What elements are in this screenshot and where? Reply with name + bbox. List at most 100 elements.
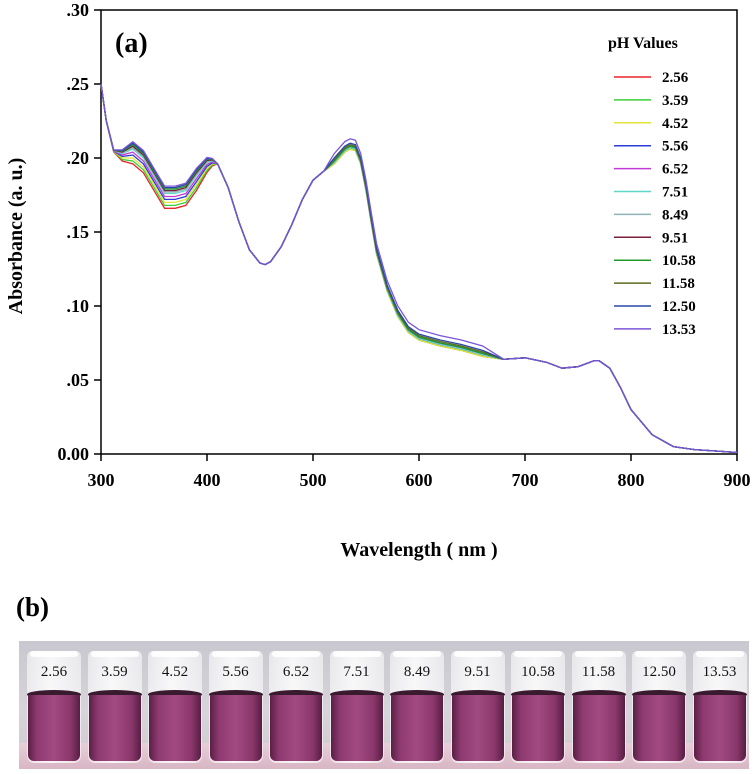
vial-label: 10.58 <box>521 664 555 680</box>
y-axis-label: Absorbance (a. u.) <box>5 158 27 315</box>
vial-meniscus <box>87 690 142 699</box>
legend-label: 7.51 <box>662 185 688 201</box>
y-tick-label: .10 <box>67 296 90 316</box>
series-line-11-58 <box>100 83 738 454</box>
vial: 13.53 <box>692 651 747 763</box>
series-line-6-52 <box>100 83 738 454</box>
vial-meniscus <box>148 690 202 699</box>
vial-meniscus <box>269 690 323 699</box>
vial-liquid <box>270 695 322 761</box>
x-tick-label: 800 <box>618 470 645 490</box>
vial-meniscus <box>208 690 263 699</box>
vial-label: 2.56 <box>40 664 68 680</box>
vial-liquid <box>391 695 443 761</box>
y-tick-label: .15 <box>67 222 90 242</box>
vial-label: 4.52 <box>161 664 189 680</box>
y-tick-label: .05 <box>67 370 90 390</box>
vial-liquid <box>512 695 564 761</box>
vial-photo: 2.56 3.59 4.52 5.56 6.52 7.51 8.49 9.51 10.58 11.… <box>19 641 749 769</box>
vial-label: 3.59 <box>101 664 128 680</box>
legend-title: pH Values <box>608 35 678 52</box>
vial: 5.56 <box>208 651 263 763</box>
vial-meniscus <box>511 690 565 699</box>
legend-label: 10.58 <box>662 253 696 269</box>
series-line-2-56 <box>100 83 738 454</box>
vial-liquid <box>149 695 201 761</box>
vial: 10.58 <box>511 651 565 763</box>
vial-cap <box>695 651 744 657</box>
vial: 11.58 <box>571 651 626 763</box>
vial-label: 11.58 <box>581 664 616 680</box>
vial-cap <box>30 651 78 657</box>
legend-label: 13.53 <box>662 322 696 338</box>
vial-meniscus <box>27 690 81 699</box>
vial-cap <box>332 651 381 657</box>
x-tick-label: 900 <box>724 470 751 490</box>
vial-cap <box>635 651 683 657</box>
vial-liquid <box>209 695 262 761</box>
vial-meniscus <box>450 690 505 699</box>
x-tick-label: 300 <box>88 470 115 490</box>
vial-liquid <box>28 695 80 761</box>
vial-liquid <box>572 695 625 761</box>
x-axis-label: Wavelength ( nm ) <box>340 539 497 561</box>
vial-cap <box>574 651 623 657</box>
vial-label: 7.51 <box>343 664 370 680</box>
series-line-3-59 <box>100 83 738 454</box>
vial-meniscus <box>329 690 384 699</box>
series-line-4-52 <box>100 83 738 454</box>
vial-label: 5.56 <box>222 664 249 680</box>
vial-label: 13.53 <box>702 664 737 680</box>
legend-label: 5.56 <box>662 139 689 155</box>
vial-meniscus <box>692 690 747 699</box>
panel-a-label: (a) <box>115 28 148 59</box>
vial-label: 9.51 <box>464 664 491 680</box>
vial: 9.51 <box>450 651 505 763</box>
vial-cap <box>393 651 441 657</box>
series-lines <box>100 83 738 454</box>
vial-liquid <box>88 695 141 761</box>
legend-label: 8.49 <box>662 207 688 223</box>
legend-label: 11.58 <box>662 276 695 292</box>
series-line-13-53 <box>100 83 738 454</box>
series-line-8-49 <box>100 83 738 454</box>
vial-liquid <box>693 695 746 761</box>
series-line-10-58 <box>100 83 738 454</box>
legend-label: 3.59 <box>662 93 688 109</box>
legend-label: 9.51 <box>662 230 688 246</box>
vial-meniscus <box>390 690 444 699</box>
vial-label: 8.49 <box>403 664 431 680</box>
legend-label: 6.52 <box>662 162 688 178</box>
legend-label: 4.52 <box>662 116 688 132</box>
y-tick-label: .25 <box>67 74 90 94</box>
vial-meniscus <box>632 690 686 699</box>
y-axis: 0.00 .05 .10 .15 .20 .25 .30 <box>58 0 101 464</box>
x-tick-label: 700 <box>512 470 539 490</box>
vial-cap <box>514 651 562 657</box>
vial-liquid <box>633 695 685 761</box>
vial-cap <box>90 651 139 657</box>
x-tick-label: 400 <box>194 470 221 490</box>
vial-label: 6.52 <box>282 664 310 680</box>
series-line-7-51 <box>100 83 738 454</box>
vial: 6.52 <box>269 651 323 763</box>
series-line-9-51 <box>100 83 738 454</box>
y-tick-label: .30 <box>67 0 90 20</box>
vial: 2.56 <box>27 651 81 763</box>
legend-label: 2.56 <box>662 70 689 86</box>
vial: 12.50 <box>632 651 686 763</box>
vial-label: 12.50 <box>642 664 676 680</box>
series-line-12-50 <box>100 83 738 454</box>
legend: 2.56 3.59 4.52 5.56 6.52 7.51 8.49 9.51 10.58 11.… <box>614 70 696 338</box>
absorbance-chart: 0.00 .05 .10 .15 .20 .25 .30 300 400 500 600 700 80… <box>5 0 751 561</box>
panel-b-label: (b) <box>16 592 49 622</box>
vial-cap <box>151 651 199 657</box>
vial: 7.51 <box>329 651 384 763</box>
vial-cap <box>453 651 502 657</box>
vial-cap <box>211 651 260 657</box>
vial-meniscus <box>571 690 626 699</box>
vial-liquid <box>330 695 383 761</box>
x-tick-label: 500 <box>300 470 327 490</box>
vial: 4.52 <box>148 651 202 763</box>
